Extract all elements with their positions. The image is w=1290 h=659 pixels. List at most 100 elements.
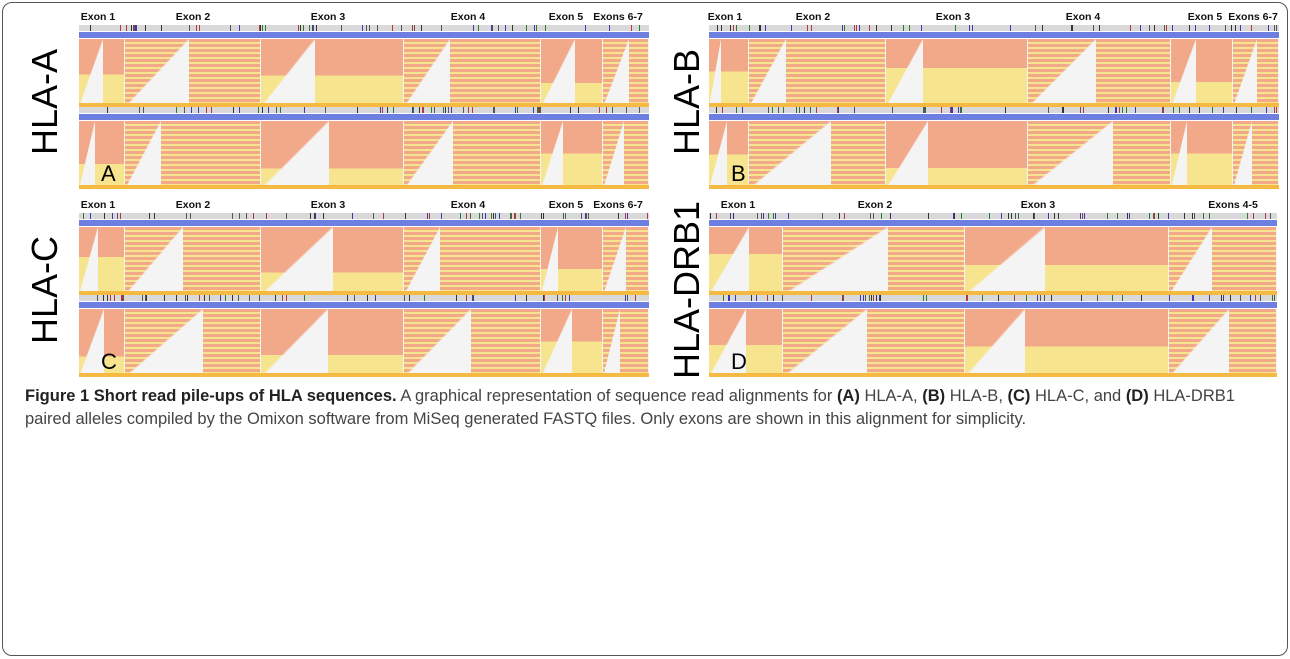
read-start-wedge xyxy=(261,121,329,189)
ruler-tick xyxy=(1054,213,1055,219)
ruler-tick xyxy=(276,107,277,113)
ruler-tick xyxy=(1108,107,1109,113)
read-pileup xyxy=(79,227,649,295)
ruler-tick xyxy=(405,213,406,219)
ruler-track xyxy=(79,107,649,113)
ruler-tick xyxy=(493,107,494,113)
ruler-tick xyxy=(1058,213,1059,219)
exon-block xyxy=(782,309,964,377)
ruler-tick xyxy=(1015,213,1016,219)
ruler-tick xyxy=(1149,213,1150,219)
ruler-tick xyxy=(782,295,783,301)
ruler-tick xyxy=(145,25,146,31)
ruler-tick xyxy=(392,25,393,31)
ruler-tick xyxy=(533,107,534,113)
panel-letter: B xyxy=(731,161,746,186)
read-start-wedge xyxy=(1169,227,1212,295)
ruler-tick xyxy=(538,107,539,113)
read-start-wedge xyxy=(79,309,104,377)
ruler-tick xyxy=(1231,25,1232,31)
ruler-tick xyxy=(286,213,287,219)
ruler-tick xyxy=(768,107,769,113)
ruler-tick xyxy=(972,25,973,31)
ruler-tick xyxy=(367,295,368,301)
ruler-tick xyxy=(729,295,730,301)
read-pileup xyxy=(709,39,1279,107)
exon-block xyxy=(603,39,648,107)
ruler-tick xyxy=(520,213,521,219)
ruler-tick xyxy=(268,107,269,113)
ruler-tick xyxy=(565,295,566,301)
ruler-tick xyxy=(730,25,731,31)
ruler-tick xyxy=(1247,213,1248,219)
exon-block xyxy=(403,309,540,377)
ruler-tick xyxy=(382,107,383,113)
ruler-tick xyxy=(631,25,632,31)
exon-label: Exon 4 xyxy=(1065,11,1101,23)
ruler-track xyxy=(709,107,1279,113)
reference-bar xyxy=(709,114,1279,120)
exon-labels: Exon 1 Exon 2 Exon 3 Exons 4-5 xyxy=(653,199,1287,213)
read-start-wedge xyxy=(964,309,1026,377)
ruler-tick xyxy=(515,107,516,113)
ruler-tick xyxy=(1168,213,1169,219)
ruler-tick xyxy=(844,213,845,219)
ruler-tick xyxy=(733,25,734,31)
exon-block xyxy=(540,227,603,295)
reference-bar xyxy=(79,220,649,226)
ruler-tick xyxy=(498,25,499,31)
exon-label: Exon 5 xyxy=(548,199,584,211)
ruler-tick xyxy=(1011,213,1012,219)
ruler-tick xyxy=(104,213,105,219)
exon-labels: Exon 1 Exon 2 Exon 3 Exon 4 Exon 5 Exons 6-7 xyxy=(3,11,663,25)
ruler-tick xyxy=(424,295,425,301)
ruler-tick xyxy=(460,213,461,219)
ruler-tick xyxy=(315,213,316,219)
ruler-tick xyxy=(423,107,424,113)
ruler-tick xyxy=(1040,295,1041,301)
ruler-tick xyxy=(627,295,628,301)
ruler-tick xyxy=(804,107,805,113)
ruler-tick xyxy=(1236,107,1237,113)
exon-block xyxy=(1233,39,1278,107)
ruler-tick xyxy=(635,295,636,301)
ruler-tick xyxy=(414,25,415,31)
ruler-tick xyxy=(1112,295,1113,301)
caption-ref-b-text: HLA-B, xyxy=(949,387,1003,405)
ruler-tick xyxy=(120,25,121,31)
ruler-tick xyxy=(526,295,527,301)
ruler-tick xyxy=(1154,25,1155,31)
read-start-wedge xyxy=(603,227,626,295)
exon-block xyxy=(403,121,540,189)
ruler-tick xyxy=(280,107,281,113)
ruler-tick xyxy=(421,25,422,31)
ruler-tick xyxy=(413,107,414,113)
ruler-tick xyxy=(545,25,546,31)
read-start-wedge xyxy=(261,309,329,377)
exon-label: Exon 2 xyxy=(857,199,893,211)
ruler-tick xyxy=(1082,213,1083,219)
ruler-tick xyxy=(514,213,515,219)
exon-block xyxy=(1169,227,1276,295)
ruler-tick xyxy=(822,213,823,219)
exon-block xyxy=(540,309,603,377)
caption-title: Figure 1 Short read pile-ups of HLA sequ… xyxy=(25,387,397,405)
ruler-tick xyxy=(541,213,542,219)
ruler-tick xyxy=(232,295,233,301)
ruler-tick xyxy=(495,213,496,219)
ruler-tick xyxy=(773,295,774,301)
ruler-tick xyxy=(493,213,494,219)
ruler-tick xyxy=(485,213,486,219)
ruler-tick xyxy=(854,25,855,31)
ruler-tick xyxy=(921,25,922,31)
ruler-tick xyxy=(757,213,758,219)
read-start-wedge xyxy=(709,39,721,107)
panel-letter: A xyxy=(101,161,116,186)
ruler-tick xyxy=(139,107,140,113)
ruler-tick xyxy=(876,295,877,301)
exon-block xyxy=(964,309,1169,377)
exon-label: Exon 2 xyxy=(795,11,831,23)
exon-block xyxy=(261,309,403,377)
ruler-tick xyxy=(133,25,134,31)
ruler-tick xyxy=(142,295,143,301)
